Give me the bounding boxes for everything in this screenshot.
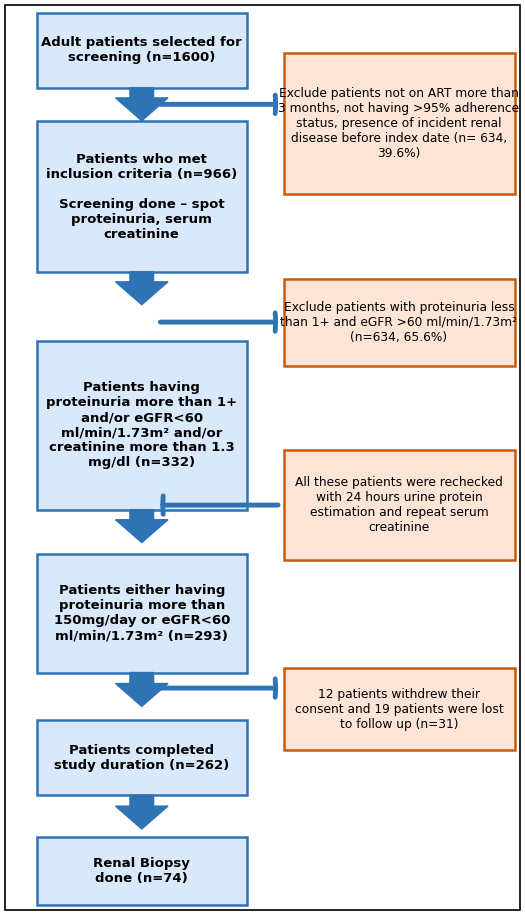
FancyBboxPatch shape [284, 450, 514, 560]
FancyBboxPatch shape [37, 13, 247, 88]
Text: Patients having
proteinuria more than 1+
and/or eGFR<60
ml/min/1.73m² and/or
cre: Patients having proteinuria more than 1+… [46, 382, 237, 469]
FancyBboxPatch shape [37, 341, 247, 511]
Polygon shape [116, 673, 168, 706]
FancyBboxPatch shape [5, 5, 520, 910]
Polygon shape [116, 795, 168, 829]
Text: Exclude patients not on ART more than
3 months, not having >95% adherence
status: Exclude patients not on ART more than 3 … [278, 87, 520, 160]
FancyBboxPatch shape [37, 720, 247, 795]
Text: Patients who met
inclusion criteria (n=966)

Screening done – spot
proteinuria, : Patients who met inclusion criteria (n=9… [46, 153, 237, 241]
FancyBboxPatch shape [37, 121, 247, 273]
Text: 12 patients withdrew their
consent and 19 patients were lost
to follow up (n=31): 12 patients withdrew their consent and 1… [295, 688, 503, 730]
Polygon shape [116, 272, 168, 305]
Polygon shape [116, 510, 168, 543]
FancyBboxPatch shape [284, 52, 514, 195]
Text: All these patients were rechecked
with 24 hours urine protein
estimation and rep: All these patients were rechecked with 2… [295, 476, 503, 534]
Text: Exclude patients with proteinuria less
than 1+ and eGFR >60 ml/min/1.73m²
(n=634: Exclude patients with proteinuria less t… [280, 301, 518, 343]
Polygon shape [116, 88, 168, 121]
Text: Renal Biopsy
done (n=74): Renal Biopsy done (n=74) [93, 857, 190, 885]
Text: Patients either having
proteinuria more than
150mg/day or eGFR<60
ml/min/1.73m² : Patients either having proteinuria more … [54, 584, 230, 642]
FancyBboxPatch shape [37, 554, 247, 673]
FancyBboxPatch shape [284, 668, 514, 750]
FancyBboxPatch shape [284, 278, 514, 365]
Text: Adult patients selected for
screening (n=1600): Adult patients selected for screening (n… [41, 37, 242, 64]
Text: Patients completed
study duration (n=262): Patients completed study duration (n=262… [54, 744, 229, 771]
FancyBboxPatch shape [37, 836, 247, 906]
